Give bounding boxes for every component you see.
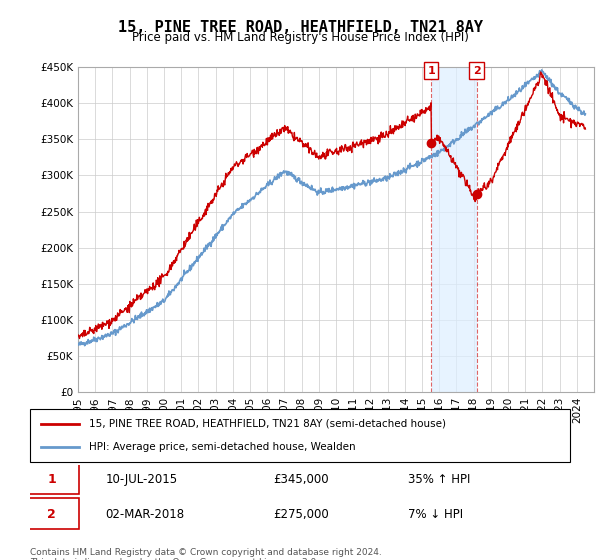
Text: £275,000: £275,000 (273, 508, 329, 521)
Text: 7% ↓ HPI: 7% ↓ HPI (408, 508, 463, 521)
Text: 35% ↑ HPI: 35% ↑ HPI (408, 473, 470, 486)
Text: Price paid vs. HM Land Registry's House Price Index (HPI): Price paid vs. HM Land Registry's House … (131, 31, 469, 44)
FancyBboxPatch shape (30, 409, 570, 462)
Text: £345,000: £345,000 (273, 473, 329, 486)
Text: HPI: Average price, semi-detached house, Wealden: HPI: Average price, semi-detached house,… (89, 442, 356, 452)
Text: 10-JUL-2015: 10-JUL-2015 (106, 473, 178, 486)
FancyBboxPatch shape (25, 498, 79, 529)
Text: 2: 2 (47, 508, 56, 521)
Text: 15, PINE TREE ROAD, HEATHFIELD, TN21 8AY (semi-detached house): 15, PINE TREE ROAD, HEATHFIELD, TN21 8AY… (89, 419, 446, 429)
Text: 15, PINE TREE ROAD, HEATHFIELD, TN21 8AY: 15, PINE TREE ROAD, HEATHFIELD, TN21 8AY (118, 20, 482, 35)
Text: 1: 1 (47, 473, 56, 486)
Text: Contains HM Land Registry data © Crown copyright and database right 2024.
This d: Contains HM Land Registry data © Crown c… (30, 548, 382, 560)
FancyBboxPatch shape (25, 463, 79, 494)
Text: 2: 2 (473, 66, 481, 76)
Text: 1: 1 (427, 66, 435, 76)
Text: 02-MAR-2018: 02-MAR-2018 (106, 508, 185, 521)
